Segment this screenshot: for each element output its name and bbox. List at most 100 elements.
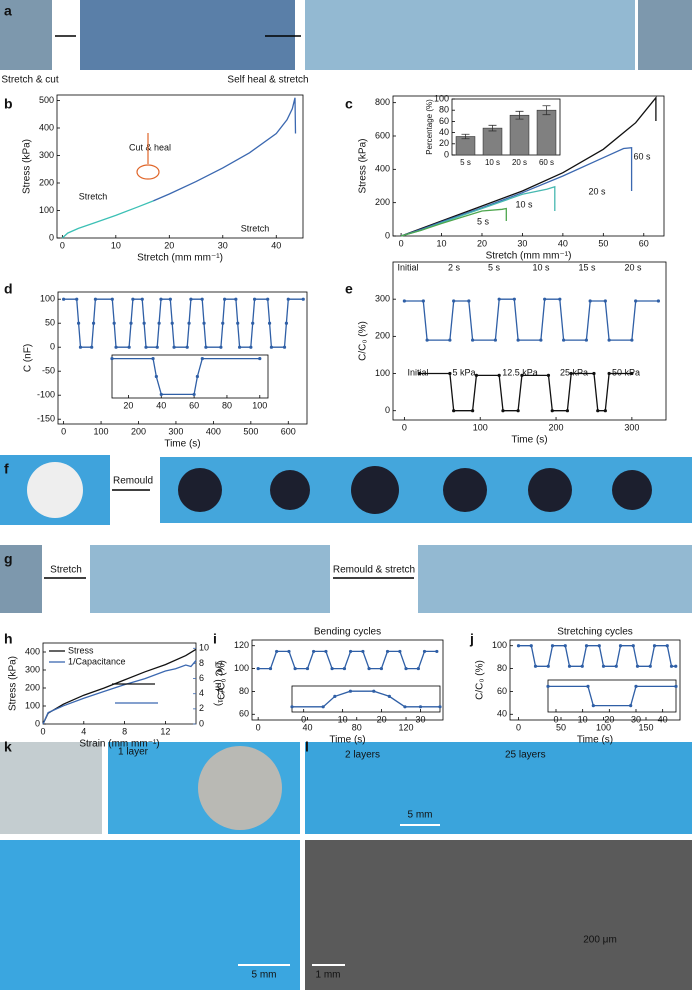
annotation: 12.5 kPa [502, 367, 538, 377]
data-point [471, 409, 475, 413]
annotation: 5 s [477, 216, 490, 226]
data-point [497, 297, 501, 301]
panel-label: f [4, 461, 9, 477]
series-line [400, 95, 657, 237]
y-tick-label: 0 [50, 342, 55, 352]
data-point [418, 705, 423, 709]
plot-frame [547, 679, 677, 713]
x-tick-label: 100 [94, 426, 109, 436]
x-tick-label: 0 [553, 714, 558, 724]
y-tick-label: 60 [239, 709, 249, 719]
data-point [324, 649, 328, 654]
data-point [78, 345, 83, 349]
x-tick-label: 30 [218, 240, 228, 250]
x-tick-label: 50 [556, 722, 566, 732]
bar [455, 136, 476, 156]
data-point [185, 345, 189, 349]
annotation: 20 s [588, 186, 606, 196]
y-tick-label: 0 [444, 149, 449, 159]
data-point [635, 664, 640, 668]
data-point [236, 321, 240, 325]
y-tick-label: 0 [49, 232, 54, 242]
y-axis-label: C (nF) [23, 344, 34, 372]
data-point [251, 321, 255, 325]
data-point [187, 321, 191, 325]
x-tick-label: 120 [399, 722, 414, 732]
data-point [452, 299, 456, 303]
y-tick-label: 200 [39, 177, 54, 187]
data-point [603, 299, 607, 303]
data-point [267, 321, 272, 325]
error-bar [542, 105, 551, 116]
data-point [421, 299, 425, 303]
plot-frame [291, 685, 441, 713]
data-point [448, 338, 452, 342]
data-point [189, 297, 193, 301]
data-point [584, 338, 588, 342]
error-bar [488, 124, 497, 132]
y-tick-label: 100 [492, 640, 507, 650]
photo-caption: 200 μm [583, 935, 617, 946]
data-point [204, 345, 208, 349]
panel-label: k [4, 739, 12, 755]
annotation: 25 kPa [560, 367, 588, 377]
annotation: Stretch [241, 223, 270, 233]
data-point [630, 338, 634, 342]
data-point [438, 705, 442, 709]
x-tick-label: 600 [281, 426, 296, 436]
data-point [238, 345, 242, 349]
data-point [497, 373, 501, 377]
photo [305, 0, 635, 70]
data-point [416, 666, 420, 671]
annotation: 5 kPa [452, 367, 475, 377]
photo [80, 0, 295, 70]
data-point [110, 356, 114, 361]
data-point [516, 338, 520, 342]
data-point [301, 297, 305, 301]
data-point [367, 666, 371, 671]
y-tick-label: 400 [375, 164, 390, 174]
data-point [282, 345, 287, 349]
data-point [546, 373, 551, 377]
x-tick-label: 60 s [539, 158, 554, 167]
photo-caption: 1 mm [316, 970, 341, 981]
y2-tick-label: 2 [199, 703, 204, 713]
data-point [75, 297, 79, 301]
data-point [631, 644, 635, 648]
x-tick-label: 4 [81, 726, 86, 736]
y-tick-label: 100 [25, 700, 40, 710]
y-tick-label: 200 [375, 197, 390, 207]
data-point [596, 409, 600, 413]
y-tick-label: 40 [497, 709, 507, 719]
series-line [42, 659, 197, 725]
series-line [112, 357, 260, 396]
data-point [543, 297, 547, 301]
data-point [652, 644, 657, 648]
y-tick-label: 200 [25, 682, 40, 692]
x-tick-label: 0 [399, 238, 404, 248]
chart-title: Bending cycles [314, 627, 381, 638]
data-point [287, 649, 291, 654]
photo-caption: Self heal & stretch [227, 75, 308, 86]
data-point [533, 664, 538, 668]
x-tick-label: 20 [123, 400, 133, 410]
x-tick-label: 60 [639, 238, 649, 248]
photo-caption: 2 layers [345, 750, 380, 761]
data-point [312, 649, 316, 654]
data-point [195, 374, 199, 379]
data-point [144, 345, 148, 349]
y-tick-label: 120 [234, 640, 249, 650]
data-point [597, 644, 601, 648]
data-point [520, 373, 524, 377]
photo [305, 742, 692, 834]
x-tick-label: 0 [516, 722, 521, 732]
y-tick-label: 800 [375, 97, 390, 107]
x-tick-label: 30 [517, 238, 527, 248]
y2-axis-label: 1/C (nF⁻¹) [212, 661, 223, 706]
y-tick-label: -100 [37, 390, 55, 400]
photo [0, 742, 102, 834]
data-point [567, 664, 572, 668]
panel-label: a [4, 3, 12, 19]
annotation: Stretch [79, 191, 108, 201]
